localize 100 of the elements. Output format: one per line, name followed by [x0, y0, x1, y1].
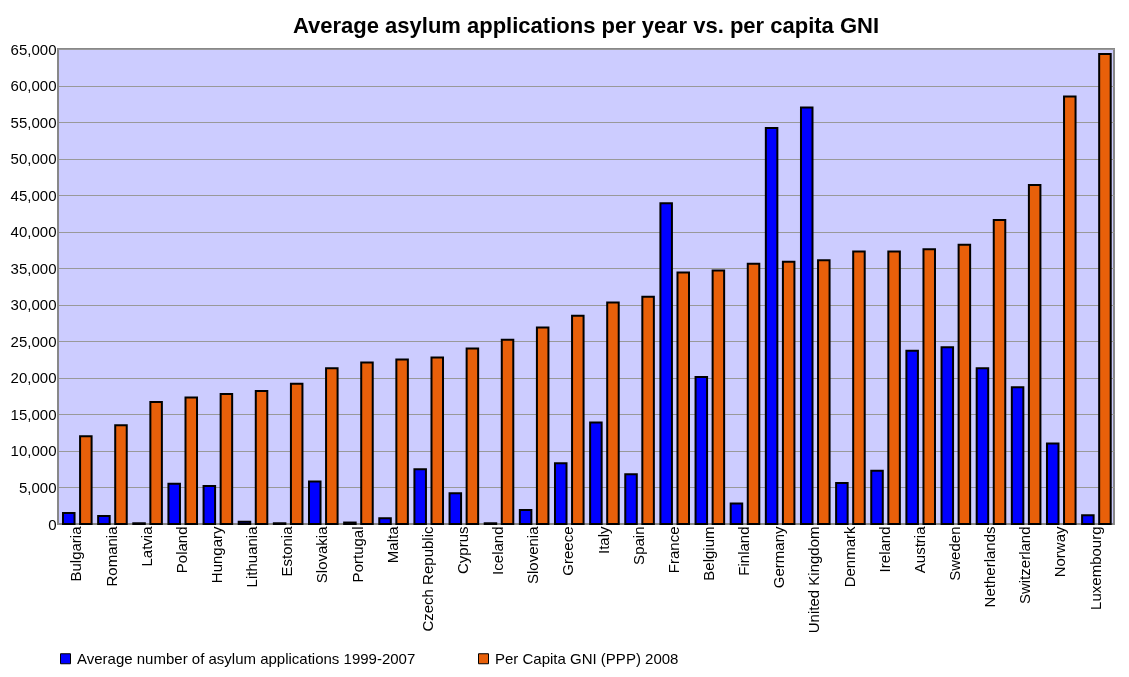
chart-title: Average asylum applications per year vs. per capita GNI — [292, 13, 880, 38]
bar — [676, 271, 690, 525]
x-tick-label: Poland — [172, 526, 190, 574]
bar — [1010, 386, 1025, 525]
bar — [1045, 442, 1060, 525]
bar — [149, 400, 163, 525]
x-tick-label: Ireland — [875, 526, 893, 573]
bar — [694, 376, 709, 525]
x-tick-label: Netherlands — [981, 526, 999, 608]
x-tick-label: Iceland — [489, 526, 507, 575]
x-tick-label: Austria — [910, 525, 928, 574]
x-tick-label: Latvia — [137, 525, 155, 567]
bar — [799, 106, 814, 525]
bar — [1027, 183, 1042, 525]
x-tick-label: Norway — [1051, 526, 1069, 578]
bar — [870, 469, 884, 525]
x-tick-label: Bulgaria — [67, 525, 85, 582]
x-tick-label: Portugal — [348, 526, 366, 583]
bar — [395, 358, 409, 525]
bar — [606, 301, 620, 525]
bar — [957, 243, 972, 525]
bar — [79, 435, 93, 525]
bar — [553, 462, 568, 525]
bar — [764, 126, 779, 525]
bar — [237, 520, 252, 525]
x-tick-label: Germany — [770, 526, 788, 589]
bar — [571, 314, 585, 525]
bar — [62, 512, 76, 525]
y-tick-label: 45,000 — [10, 186, 57, 204]
x-tick-label: Italy — [594, 526, 612, 555]
x-tick-label: Luxembourg — [1086, 526, 1104, 610]
bar — [940, 346, 955, 525]
bar — [729, 502, 744, 525]
bar — [781, 260, 796, 525]
bar — [202, 485, 217, 525]
bar — [992, 219, 1007, 525]
x-tick-label: Romania — [102, 525, 120, 587]
bar — [184, 396, 199, 525]
bar — [535, 326, 550, 525]
bar — [114, 424, 128, 525]
bar — [465, 347, 480, 525]
bar — [1081, 514, 1095, 525]
y-tick-label: 20,000 — [10, 369, 57, 387]
y-tick-label: 10,000 — [10, 442, 57, 460]
x-tick-label: Slovakia — [313, 525, 331, 584]
x-tick-label: Spain — [629, 526, 647, 565]
bar — [360, 361, 374, 525]
x-tick-label: Cyprus — [454, 526, 472, 575]
y-tick-label: 15,000 — [10, 405, 57, 423]
bar — [817, 259, 831, 525]
bar — [835, 482, 849, 525]
bar — [905, 349, 919, 525]
y-tick-label: 25,000 — [10, 332, 57, 350]
bar — [711, 269, 726, 525]
x-tick-label: France — [664, 526, 682, 574]
y-tick-label: 55,000 — [10, 113, 57, 131]
bar — [746, 262, 761, 525]
bar — [1063, 95, 1077, 525]
bar — [922, 248, 936, 525]
bar — [1098, 53, 1112, 525]
x-tick-label: Belgium — [699, 526, 717, 581]
bar — [624, 473, 638, 525]
bar — [975, 367, 990, 525]
y-tick-label: 30,000 — [10, 296, 57, 314]
legend-label: Per Capita GNI (PPP) 2008 — [495, 649, 679, 667]
x-tick-label: Switzerland — [1016, 526, 1034, 605]
x-tick-label: Greece — [559, 526, 577, 576]
bar — [500, 338, 515, 525]
bar — [378, 517, 392, 525]
x-tick-label: United Kingdom — [805, 526, 823, 634]
x-tick-label: Finland — [735, 526, 753, 576]
bar — [97, 514, 111, 525]
bar — [167, 482, 181, 525]
bar — [325, 367, 339, 525]
bar — [659, 202, 673, 525]
y-tick-label: 40,000 — [10, 223, 57, 241]
bar — [308, 480, 322, 525]
y-tick-label: 60,000 — [10, 77, 57, 95]
x-tick-label: Sweden — [945, 526, 963, 581]
bar — [448, 492, 463, 525]
x-tick-label: Estonia — [278, 525, 296, 577]
bar — [641, 295, 655, 525]
x-tick-label: Hungary — [208, 526, 226, 584]
y-tick-label: 5,000 — [18, 478, 57, 496]
y-tick-label: 0 — [48, 515, 57, 533]
bar — [852, 250, 866, 525]
bar — [413, 468, 427, 525]
legend-label: Average number of asylum applications 1999-2007 — [77, 649, 416, 667]
bar — [254, 390, 269, 525]
x-tick-label: Malta — [383, 525, 401, 564]
y-tick-label: 50,000 — [10, 150, 57, 168]
y-tick-label: 65,000 — [10, 40, 57, 58]
bar — [219, 392, 234, 525]
x-tick-label: Denmark — [840, 526, 858, 588]
x-tick-label: Slovenia — [524, 525, 542, 585]
bar — [887, 250, 901, 525]
bar — [589, 421, 603, 525]
x-tick-label: Czech Republic — [418, 526, 436, 632]
bar — [289, 382, 304, 525]
y-tick-label: 35,000 — [10, 259, 57, 277]
